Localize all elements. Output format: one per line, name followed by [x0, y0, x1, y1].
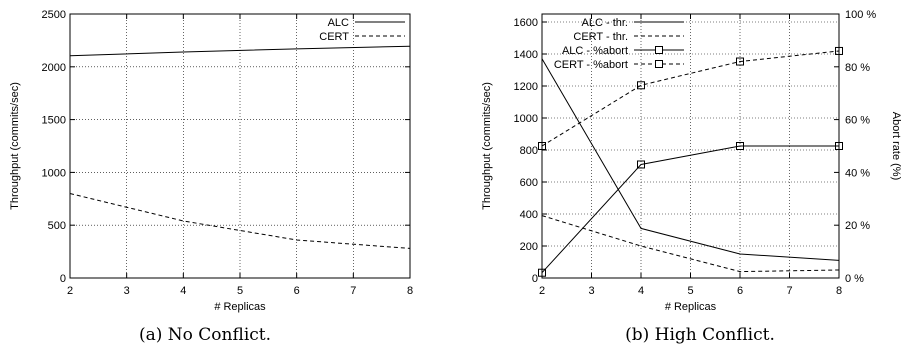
legend-label-alc: ALC — [328, 17, 349, 29]
series-line-alc-thr — [541, 58, 840, 261]
chart-a-legend: ALC CERT — [319, 17, 405, 43]
x-tick-label: 3 — [124, 285, 130, 297]
chart-b-ticks: 0 200 400 600 800 1000 1200 1400 1600 2 3 4 5 6 7 80 % 2… — [514, 9, 877, 297]
y-tick-label: 400 — [520, 209, 538, 221]
data-point-alc-abort — [637, 160, 645, 169]
y-tick-label: 500 — [48, 220, 66, 232]
chart-b-legend: ALC - thr. CERT - thr. ALC - %abort CERT - … — [554, 17, 684, 71]
chart-a-caption: (a) No Conflict. — [139, 325, 271, 345]
legend-marker-alc-abort — [655, 46, 663, 54]
x-tick-label: 6 — [737, 285, 743, 297]
data-point-alc-abort — [736, 142, 744, 150]
x-tick-label: 8 — [407, 285, 413, 297]
y-tick-label: 800 — [520, 145, 538, 157]
y-tick-label: 0 — [60, 273, 66, 285]
y-tick-label: 1500 — [42, 115, 66, 127]
legend-label-cert: CERT — [319, 31, 349, 43]
x-tick-label: 7 — [786, 285, 792, 297]
x-tick-label: 8 — [836, 285, 842, 297]
legend-label-alc-abort: ALC - %abort — [562, 45, 628, 57]
y2-tick-label: 100 % — [845, 9, 876, 21]
x-tick-label: 6 — [294, 285, 300, 297]
y-tick-label: 1600 — [514, 17, 538, 29]
y2-tick-label: 40 % — [845, 167, 870, 179]
series-line-cert — [69, 193, 411, 249]
chart-a-ticks: 0 500 1000 1500 2000 2500 2 3 4 5 6 7 8 — [42, 9, 414, 297]
chart-a-y-axis-label: Throughput (commits/sec) — [9, 82, 21, 210]
y2-tick-label: 80 % — [845, 62, 870, 74]
chart-b-x-axis-label: # Replicas — [665, 301, 717, 313]
y-tick-label: 1200 — [514, 81, 538, 93]
chart-high-conflict: 0 200 400 600 800 1000 1200 1400 1600 2 3 4 5 6 7 80 % 2… — [481, 9, 902, 345]
chart-b-series-layer — [538, 46, 843, 277]
y2-tick-label: 20 % — [845, 220, 870, 232]
y-tick-label: 2000 — [42, 62, 66, 74]
y-tick-label: 2500 — [42, 9, 66, 21]
y-tick-label: 600 — [520, 177, 538, 189]
y2-tick-label: 0 % — [845, 273, 864, 285]
series-line-alc — [69, 45, 411, 57]
chart-a-series-layer — [69, 45, 411, 249]
chart-b-y-axis-label: Throughput (commits/sec) — [481, 82, 493, 210]
y2-tick-label: 60 % — [845, 115, 870, 127]
x-tick-label: 4 — [638, 285, 644, 297]
data-point-cert-abort — [637, 81, 645, 90]
y-tick-label: 200 — [520, 241, 538, 253]
series-line-alc-abort — [541, 145, 839, 274]
legend-label-cert-abort: CERT - %abort — [554, 59, 628, 71]
x-tick-label: 2 — [67, 285, 73, 297]
data-point-cert-abort — [736, 57, 744, 66]
x-tick-label: 5 — [237, 285, 243, 297]
series-line-cert-abort — [541, 50, 840, 147]
y-tick-label: 0 — [532, 273, 538, 285]
legend-marker-cert-abort — [655, 60, 663, 68]
x-tick-label: 3 — [588, 285, 594, 297]
chart-b-y2-axis-label: Abort rate (%) — [890, 112, 902, 180]
x-tick-label: 5 — [687, 285, 693, 297]
legend-label-alc-thr: ALC - thr. — [582, 17, 628, 29]
y-tick-label: 1400 — [514, 49, 538, 61]
y-tick-label: 1000 — [514, 113, 538, 125]
chart-a-x-axis-label: # Replicas — [214, 301, 266, 313]
chart-b-caption: (b) High Conflict. — [625, 325, 775, 345]
x-tick-label: 4 — [180, 285, 186, 297]
chart-no-conflict: 0 500 1000 1500 2000 2500 2 3 4 5 6 7 8 # Replicas T… — [9, 9, 413, 345]
chart-a-gridlines — [70, 14, 410, 278]
x-tick-label: 2 — [539, 285, 545, 297]
legend-label-cert-thr: CERT - thr. — [573, 31, 628, 43]
x-tick-label: 7 — [350, 285, 356, 297]
y-tick-label: 1000 — [42, 167, 66, 179]
series-line-cert-thr — [541, 215, 840, 273]
